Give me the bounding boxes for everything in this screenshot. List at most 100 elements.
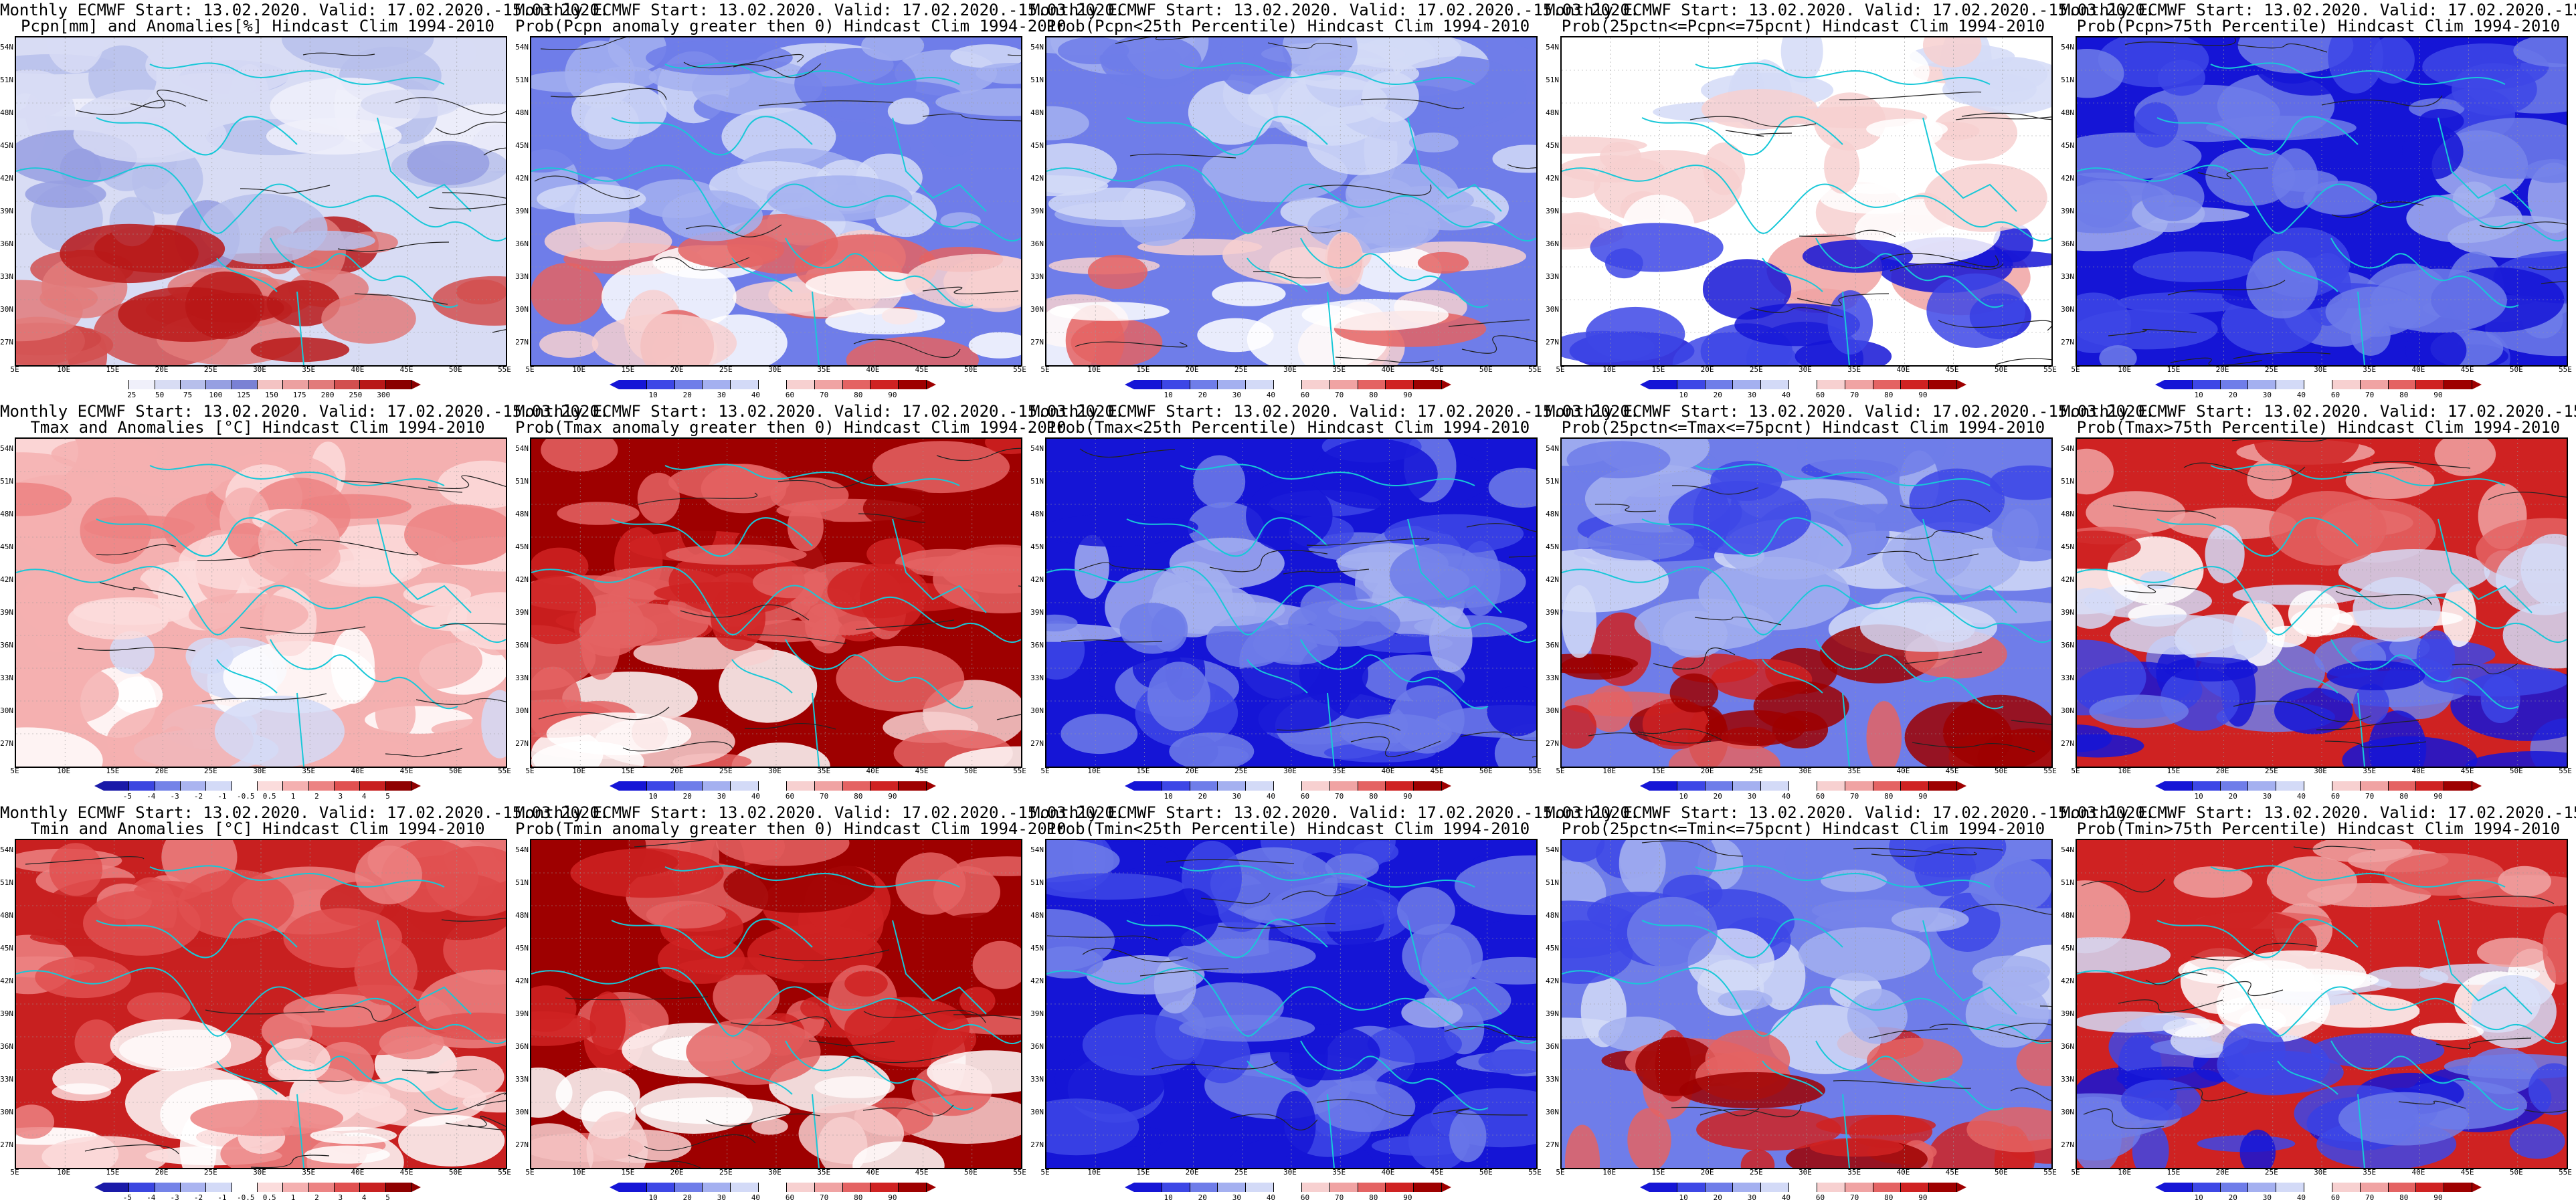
colorbar-arrow-right bbox=[1442, 380, 1451, 389]
lon-tick-label: 15E bbox=[1136, 767, 1150, 775]
colorbar-segment bbox=[385, 781, 411, 791]
colorbar-label: 30 bbox=[717, 391, 726, 399]
map-panel-p11: Monthly ECMWF Start: 13.02.2020. Valid: … bbox=[0, 803, 609, 1204]
colorbar-segment bbox=[2388, 781, 2417, 791]
lon-tick-label: 55E bbox=[2043, 365, 2057, 374]
colorbar-segment bbox=[1705, 781, 1734, 791]
map-panel-p7: Monthly ECMWF Start: 13.02.2020. Valid: … bbox=[515, 401, 1124, 803]
colorbar-label: -2 bbox=[193, 792, 203, 801]
colorbar-segment bbox=[2165, 380, 2193, 389]
colorbar-arrow-right bbox=[927, 1183, 936, 1192]
colorbar-segment bbox=[232, 380, 258, 389]
colorbar-segment bbox=[619, 380, 647, 389]
lat-tick-label: 54N bbox=[1030, 444, 1044, 453]
lon-tick-label: 20E bbox=[1700, 767, 1714, 775]
colorbar-label: 90 bbox=[1403, 792, 1412, 801]
lat-tick-label: 36N bbox=[0, 1042, 13, 1051]
colorbar-label: 20 bbox=[1198, 792, 1207, 801]
colorbar-segment bbox=[899, 781, 927, 791]
lat-tick-label: 27N bbox=[2061, 739, 2074, 748]
lon-tick-label: 55E bbox=[2559, 1168, 2572, 1177]
panel-title-line2: Prob(Tmin>75th Percentile) Hindcast Clim… bbox=[2076, 819, 2561, 838]
lat-tick-label: 39N bbox=[1030, 1009, 1044, 1018]
map-panel-p9: Monthly ECMWF Start: 13.02.2020. Valid: … bbox=[1546, 401, 2154, 803]
lon-tick-label: 55E bbox=[2043, 1168, 2057, 1177]
lon-tick-label: 25E bbox=[1749, 767, 1763, 775]
colorbar-segment bbox=[1873, 380, 1902, 389]
colorbar-segment bbox=[360, 380, 386, 389]
lon-tick-label: 35E bbox=[302, 767, 316, 775]
colorbar-arrow-left bbox=[1640, 781, 1649, 791]
colorbar-label: 80 bbox=[854, 391, 863, 399]
colorbar-label: 20 bbox=[682, 1193, 692, 1202]
lon-tick-label: 10E bbox=[572, 365, 586, 374]
lon-tick-label: 30E bbox=[1283, 365, 1297, 374]
lon-tick-label: 20E bbox=[1185, 767, 1199, 775]
lat-tick-label: 27N bbox=[1546, 739, 1559, 748]
lat-tick-label: 48N bbox=[2061, 108, 2074, 117]
colorbar-segment bbox=[2444, 380, 2472, 389]
colorbar-label: 175 bbox=[292, 391, 306, 399]
colorbar-arrow-left bbox=[94, 781, 104, 791]
lon-tick-label: 55E bbox=[498, 1168, 511, 1177]
colorbar-arrow-right bbox=[927, 380, 936, 389]
lat-tick-label: 45N bbox=[1546, 542, 1559, 551]
colorbar-label: -2 bbox=[193, 1193, 203, 1202]
colorbar-segment bbox=[786, 380, 815, 389]
colorbar-label: 80 bbox=[1369, 792, 1378, 801]
lat-tick-label: 27N bbox=[1546, 1140, 1559, 1149]
colorbar-label: 10 bbox=[1679, 792, 1688, 801]
colorbar-label: 10 bbox=[1679, 1193, 1688, 1202]
colorbar-label: 20 bbox=[1713, 391, 1722, 399]
colorbar-label: 40 bbox=[1266, 1193, 1276, 1202]
lat-tick-label: 30N bbox=[1546, 305, 1559, 314]
colorbar-segment bbox=[731, 1183, 759, 1192]
lon-tick-label: 50E bbox=[448, 365, 462, 374]
panel-title-line1: Monthly ECMWF Start: 13.02.2020. Valid: … bbox=[515, 1, 1125, 19]
lat-tick-label: 27N bbox=[515, 739, 529, 748]
lon-tick-label: 25E bbox=[719, 365, 733, 374]
colorbar-segment bbox=[258, 781, 284, 791]
colorbar-label: 30 bbox=[1232, 1193, 1241, 1202]
forecast-map bbox=[530, 36, 1022, 367]
lat-tick-label: 33N bbox=[2061, 1075, 2074, 1084]
colorbar-label: 200 bbox=[320, 391, 335, 399]
colorbar-segment bbox=[232, 1183, 258, 1192]
panel-title-line1: Monthly ECMWF Start: 13.02.2020. Valid: … bbox=[2061, 803, 2576, 822]
lon-tick-label: 55E bbox=[1528, 365, 1542, 374]
colorbar-segment bbox=[1649, 380, 1677, 389]
colorbar-arrow-left bbox=[1125, 1183, 1134, 1192]
colorbar-label: 5 bbox=[385, 792, 390, 801]
lat-tick-label: 33N bbox=[0, 674, 13, 682]
lat-tick-label: 48N bbox=[515, 911, 529, 920]
lat-tick-label: 54N bbox=[0, 444, 13, 453]
colorbar-label: -0.5 bbox=[237, 1193, 255, 1202]
lat-tick-label: 33N bbox=[515, 272, 529, 281]
lon-tick-label: 45E bbox=[1430, 767, 1444, 775]
lon-tick-label: 40E bbox=[1896, 767, 1910, 775]
lon-tick-label: 10E bbox=[1602, 1168, 1617, 1177]
colorbar-segment bbox=[104, 781, 130, 791]
lat-tick-label: 33N bbox=[515, 674, 529, 682]
colorbar-label: 60 bbox=[1815, 792, 1825, 801]
colorbar-segment bbox=[1301, 380, 1330, 389]
lat-tick-label: 39N bbox=[515, 608, 529, 617]
lat-tick-label: 36N bbox=[515, 1042, 529, 1051]
lon-tick-label: 50E bbox=[1479, 365, 1493, 374]
lat-tick-label: 54N bbox=[2061, 444, 2074, 453]
lon-tick-label: 55E bbox=[1013, 1168, 1026, 1177]
colorbar-segment bbox=[2388, 380, 2417, 389]
lon-tick-label: 50E bbox=[2509, 365, 2523, 374]
colorbar-segment bbox=[1386, 781, 1414, 791]
colorbar-segment bbox=[786, 1183, 815, 1192]
lat-tick-label: 48N bbox=[515, 108, 529, 117]
lon-tick-label: 45E bbox=[1945, 1168, 1959, 1177]
lat-tick-label: 51N bbox=[1546, 878, 1559, 887]
lat-tick-label: 36N bbox=[0, 641, 13, 649]
panel-title-line2: Prob(Tmax>75th Percentile) Hindcast Clim… bbox=[2076, 418, 2561, 437]
colorbar-label: 40 bbox=[751, 1193, 761, 1202]
panel-title-line2: Prob(Tmin<25th Percentile) Hindcast Clim… bbox=[1046, 819, 1530, 838]
lat-tick-label: 36N bbox=[2061, 239, 2074, 248]
colorbar-segment bbox=[129, 781, 155, 791]
colorbar-label: 2 bbox=[314, 1193, 319, 1202]
